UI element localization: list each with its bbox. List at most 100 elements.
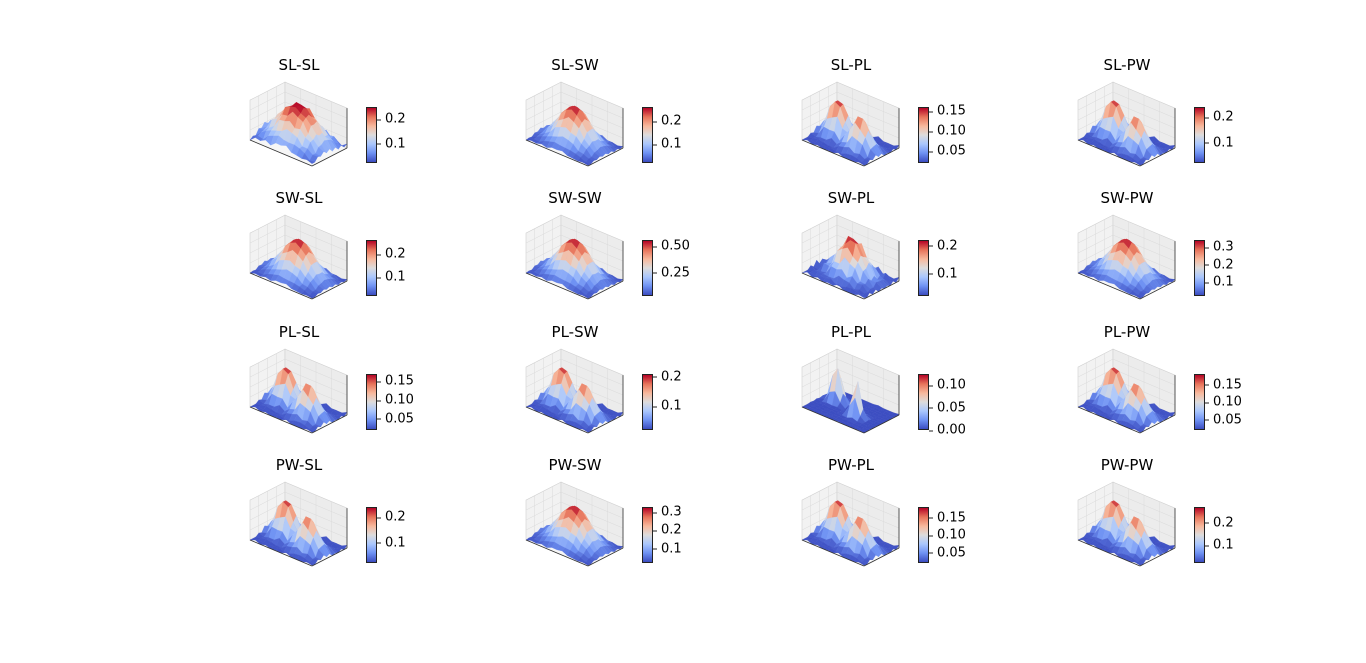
surface-plot: [1077, 348, 1176, 434]
colorbar-tick-label: 0.10: [929, 527, 966, 543]
surface-plot: [801, 214, 900, 300]
colorbar-tick-label: 0.2: [1205, 257, 1234, 272]
axis-line: [525, 272, 589, 300]
colorbar-tick-label: 0.10: [377, 392, 414, 408]
colorbar: [366, 507, 377, 563]
grid-line: [1112, 368, 1176, 396]
grid-line: [1077, 234, 1114, 254]
grid-line: [1112, 101, 1176, 129]
surface-plot: [249, 481, 348, 567]
surface-facet: [306, 159, 316, 164]
colorbar-tick-label: 0.1: [653, 541, 682, 557]
grid-line: [249, 501, 286, 521]
colorbar-tick-label: 0.1: [929, 266, 958, 282]
subplot-title: SL-PW: [1103, 56, 1151, 74]
grid-line: [836, 224, 900, 252]
colorbar: [918, 107, 929, 163]
colorbar-tick-label: 0.05: [377, 411, 414, 427]
subplot-title: PW-SL: [275, 456, 323, 474]
surface-plot: [1077, 214, 1176, 300]
colorbar-tick-label: 0.3: [1205, 239, 1234, 255]
colorbar-tick-label: 0.3: [653, 504, 682, 520]
axis-line: [249, 406, 313, 434]
colorbar: [366, 374, 377, 430]
axis-line: [1139, 280, 1176, 300]
grid-line: [525, 368, 562, 388]
colorbar-tick-label: 0.10: [929, 123, 966, 139]
grid-line: [249, 358, 286, 378]
colorbar: [642, 107, 653, 163]
subplot-title: SW-PW: [1100, 189, 1154, 207]
grid-line: [249, 101, 286, 121]
surface-plot: [525, 481, 624, 567]
colorbar: [642, 507, 653, 563]
axis-line: [801, 406, 865, 434]
axis-line: [249, 139, 313, 167]
grid-line: [1077, 491, 1114, 511]
grid-line: [836, 91, 900, 119]
colorbar: [366, 240, 377, 296]
colorbar-tick-label: 0.05: [1205, 412, 1242, 427]
grid-line: [525, 101, 562, 121]
colorbar-tick-label: 0.2: [929, 238, 958, 254]
surface-plot: [249, 214, 348, 300]
axis-line: [311, 547, 348, 567]
grid-line: [801, 368, 838, 388]
surface-facet: [1134, 295, 1144, 299]
colorbar: [1194, 374, 1205, 430]
colorbar-tick-label: 0.00: [929, 422, 966, 438]
axis-line: [587, 547, 624, 567]
axis-line: [587, 147, 624, 167]
axis-line: [1139, 414, 1176, 434]
axis-line: [801, 539, 865, 567]
colorbar-tick-label: 0.1: [653, 136, 682, 152]
grid-line: [284, 358, 348, 386]
colorbar-tick-label: 0.2: [653, 113, 682, 129]
grid-line: [1112, 91, 1176, 119]
axis-line: [525, 539, 589, 567]
grid-line: [284, 91, 348, 119]
colorbar-tick-label: 0.15: [929, 103, 966, 119]
surface-facet: [582, 562, 592, 566]
grid-line: [525, 91, 562, 111]
subplot-title: PL-PW: [1103, 323, 1151, 341]
axis-line: [801, 139, 865, 167]
subplot-title: SW-SL: [275, 189, 323, 207]
grid-line: [249, 368, 286, 388]
axis-line: [311, 147, 348, 167]
grid-line: [525, 234, 562, 254]
grid-line: [836, 101, 900, 129]
grid-line: [801, 234, 838, 254]
grid-line: [560, 358, 624, 386]
colorbar-tick-label: 0.15: [377, 373, 414, 389]
grid-line: [284, 224, 348, 252]
axis-line: [863, 547, 900, 567]
surface-plot: [801, 81, 900, 167]
subplot-title: PL-SW: [551, 323, 599, 341]
grid-line: [560, 491, 624, 519]
grid-line: [1112, 501, 1176, 529]
colorbar-tick-label: 0.2: [653, 369, 682, 385]
axis-line: [863, 147, 900, 167]
colorbar-tick-label: 0.25: [653, 265, 690, 281]
grid-line: [284, 501, 348, 529]
colorbar: [642, 374, 653, 430]
surface-plot: [525, 348, 624, 434]
axis-line: [1077, 539, 1141, 567]
colorbar-tick-label: 0.10: [929, 377, 966, 393]
axis-line: [249, 539, 313, 567]
colorbar-tick-label: 0.1: [377, 136, 406, 152]
axis-line: [1077, 139, 1141, 167]
grid-line: [801, 91, 838, 111]
axis-line: [587, 280, 624, 300]
grid-line: [836, 358, 900, 386]
axis-line: [249, 272, 313, 300]
surface-facet: [306, 295, 316, 299]
grid-line: [560, 91, 624, 119]
surface-plot: [801, 348, 900, 434]
subplot-title: PW-PL: [827, 456, 875, 474]
grid-line: [249, 224, 286, 244]
grid-line: [1112, 491, 1176, 519]
axis-line: [1077, 406, 1141, 434]
colorbar-tick-label: 0.15: [929, 510, 966, 525]
